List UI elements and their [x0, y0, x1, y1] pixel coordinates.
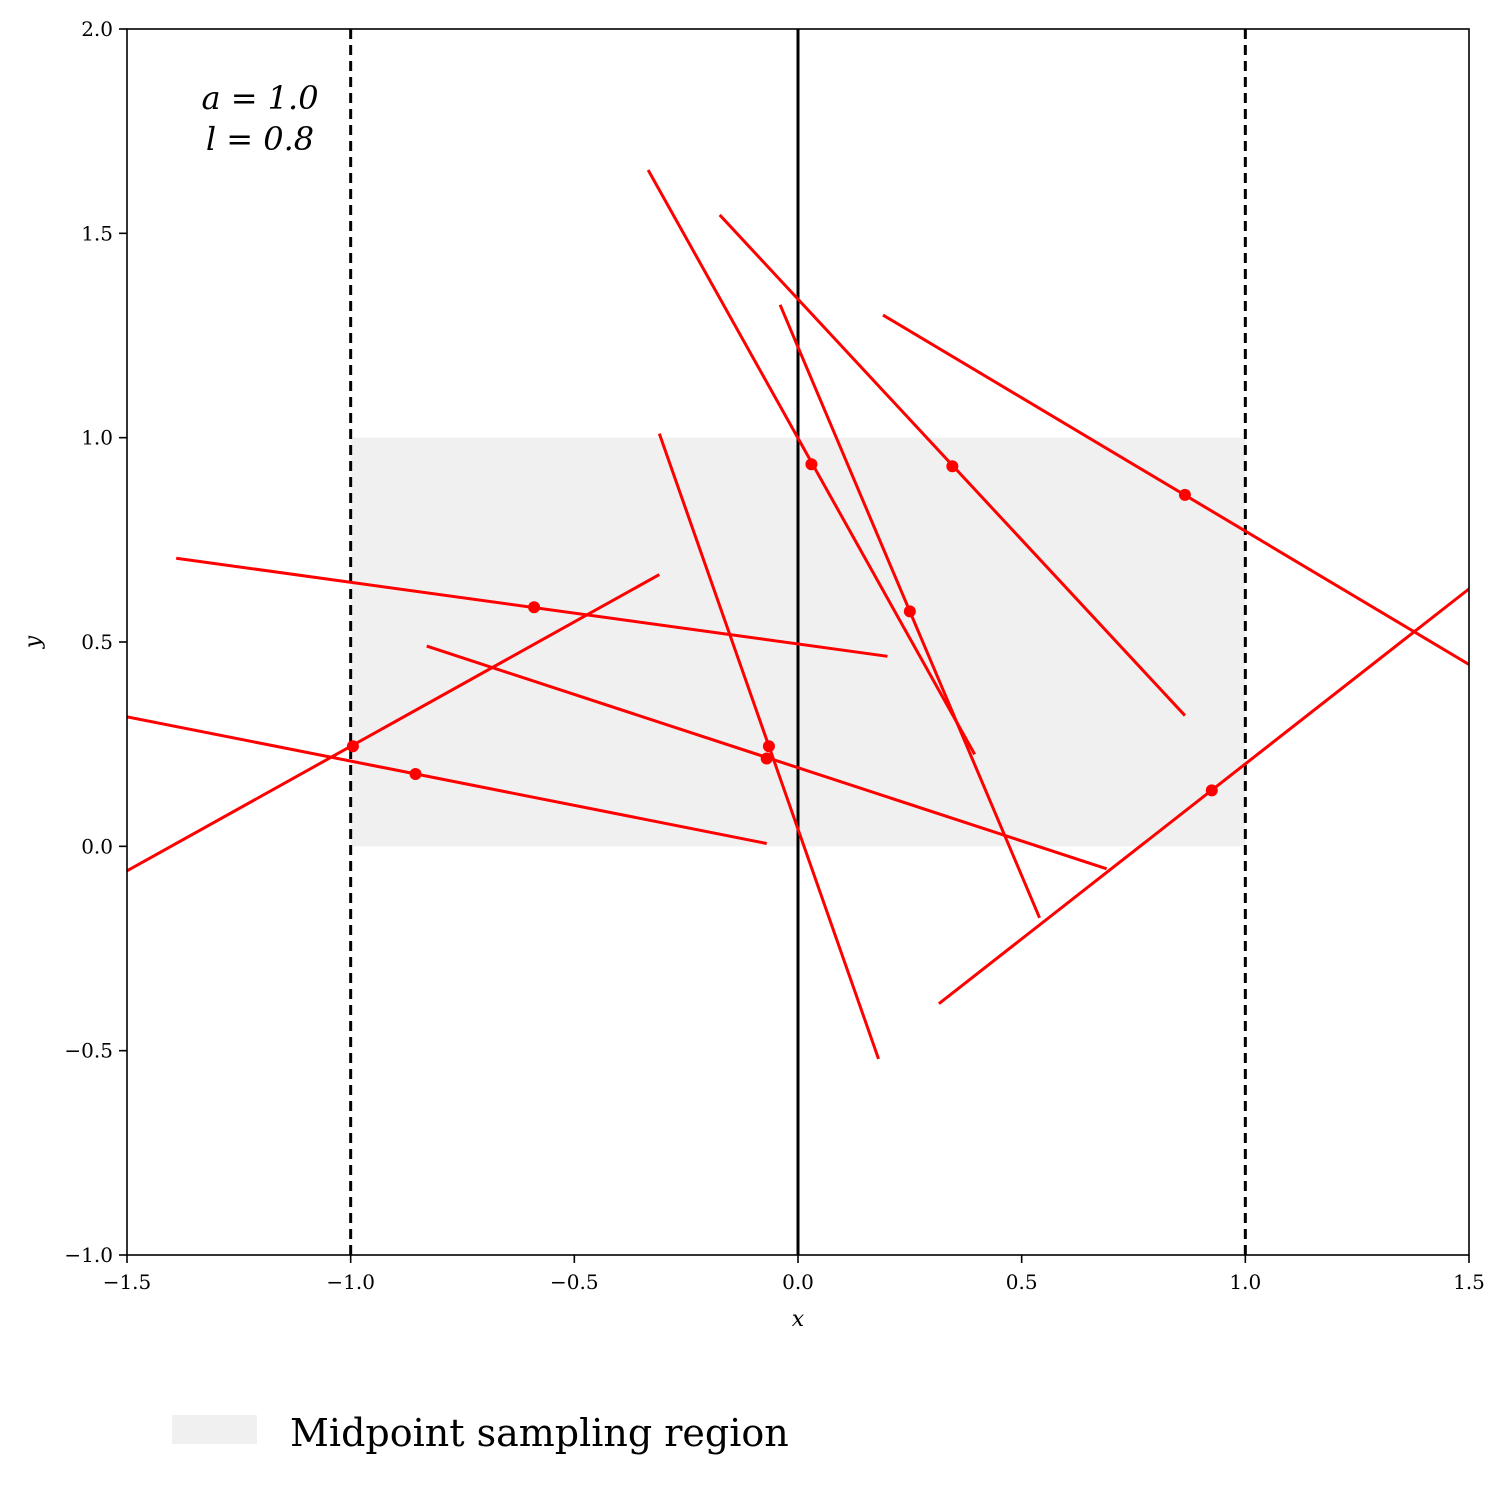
reference-lines: [349, 29, 1247, 1255]
needle-midpoint-6: [903, 605, 916, 618]
x-tick-label-2: −0.5: [550, 1270, 599, 1294]
x-tick-label-6: 1.5: [1453, 1270, 1485, 1294]
needle-midpoint-3: [762, 740, 775, 753]
x-tick-label-5: 1.0: [1229, 1270, 1261, 1294]
needle-midpoint-2: [528, 601, 541, 614]
y-tick-label-4: 1.0: [81, 426, 113, 450]
y-tick-label-6: 2.0: [81, 17, 113, 41]
needle-midpoint-5: [805, 458, 818, 471]
needle-0: [127, 715, 767, 845]
plot-area: [127, 29, 1469, 1255]
needle-8: [882, 313, 1469, 666]
needle-midpoint-1: [346, 740, 359, 753]
x-tick-label-4: 0.5: [1006, 1270, 1038, 1294]
needle-midpoint-7: [946, 460, 959, 473]
y-tick-label-5: 1.5: [81, 221, 113, 245]
y-axis-label: y: [21, 635, 46, 649]
y-axis-ticks: −1.0 −0.5 0.0 0.5 1.0 1.5 2.0: [64, 17, 127, 1267]
y-tick-label-3: 0.5: [81, 630, 113, 654]
x-axis-ticks: −1.5 −1.0 −0.5 0.0 0.5 1.0 1.5: [103, 1255, 1485, 1294]
legend-swatch: [172, 1415, 257, 1444]
y-tick-label-0: −1.0: [64, 1243, 113, 1267]
needle-midpoint-9: [1205, 784, 1218, 797]
y-tick-label-2: 0.0: [81, 834, 113, 858]
needles: [127, 169, 1469, 1060]
x-axis-label: x: [792, 1307, 805, 1332]
x-tick-label-0: −1.5: [103, 1270, 152, 1294]
annotation-l: l = 0.8: [206, 120, 314, 158]
needle-midpoint-4: [760, 752, 773, 765]
needle-midpoint-0: [409, 767, 422, 780]
y-tick-label-1: −0.5: [64, 1039, 113, 1063]
legend-label: Midpoint sampling region: [290, 1411, 789, 1455]
legend: Midpoint sampling region: [172, 1411, 789, 1455]
needle-midpoint-8: [1178, 488, 1191, 501]
annotation-a: a = 1.0: [201, 79, 318, 117]
x-tick-label-1: −1.0: [326, 1270, 375, 1294]
x-tick-label-3: 0.0: [782, 1270, 814, 1294]
needle-9: [937, 587, 1469, 1005]
needle-1: [127, 573, 661, 873]
